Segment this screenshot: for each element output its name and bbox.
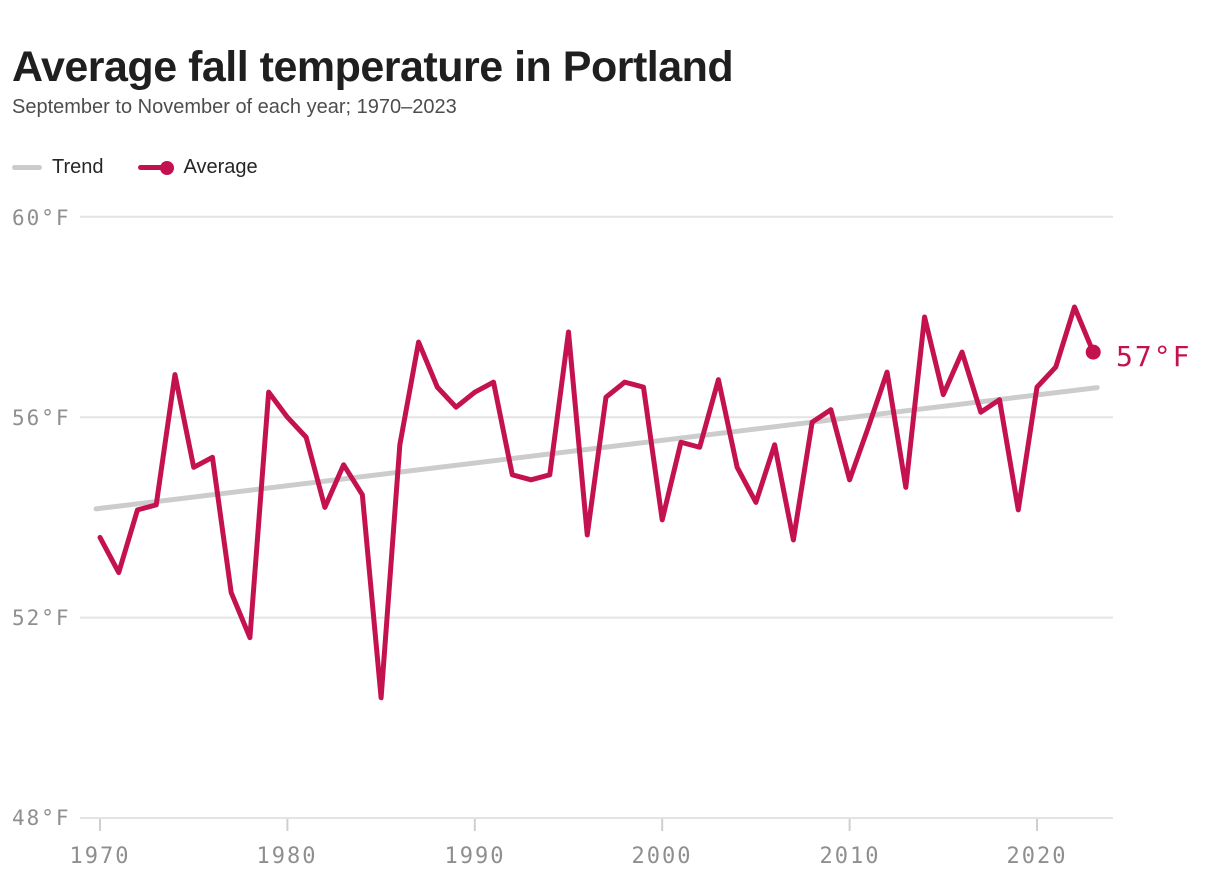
y-axis-tick-label-48: 48°F xyxy=(12,806,71,830)
x-axis-tick-label-1990: 1990 xyxy=(444,844,506,869)
x-axis-tick-label-1970: 1970 xyxy=(69,844,131,869)
x-axis-tick-label-2010: 2010 xyxy=(819,844,881,869)
y-axis-tick-label-52: 52°F xyxy=(12,606,71,630)
average-line xyxy=(97,304,1096,701)
legend-item-trend: Trend xyxy=(12,156,104,179)
legend-trend-label: Trend xyxy=(52,156,104,178)
x-axis-tick-label-2020: 2020 xyxy=(1006,844,1068,869)
trend-line-swatch-icon xyxy=(12,165,42,170)
legend-item-average: Average xyxy=(137,156,258,179)
y-axis-tick-label-56: 56°F xyxy=(12,406,71,430)
chart-title: Average fall temperature in Portland xyxy=(12,42,734,91)
average-line-dot-swatch-icon xyxy=(137,160,174,175)
x-axis-tick-label-2000: 2000 xyxy=(631,844,693,869)
y-axis-tick-label-60: 60°F xyxy=(12,206,71,230)
last-point-dot xyxy=(1085,344,1101,360)
chart-subtitle: September to November of each year; 1970… xyxy=(12,96,457,118)
last-point-value-label: 57°F xyxy=(1116,340,1192,373)
x-axis-tick-label-1980: 1980 xyxy=(256,844,318,869)
chart-legend: Trend Average xyxy=(12,156,258,179)
legend-average-label: Average xyxy=(183,156,258,178)
